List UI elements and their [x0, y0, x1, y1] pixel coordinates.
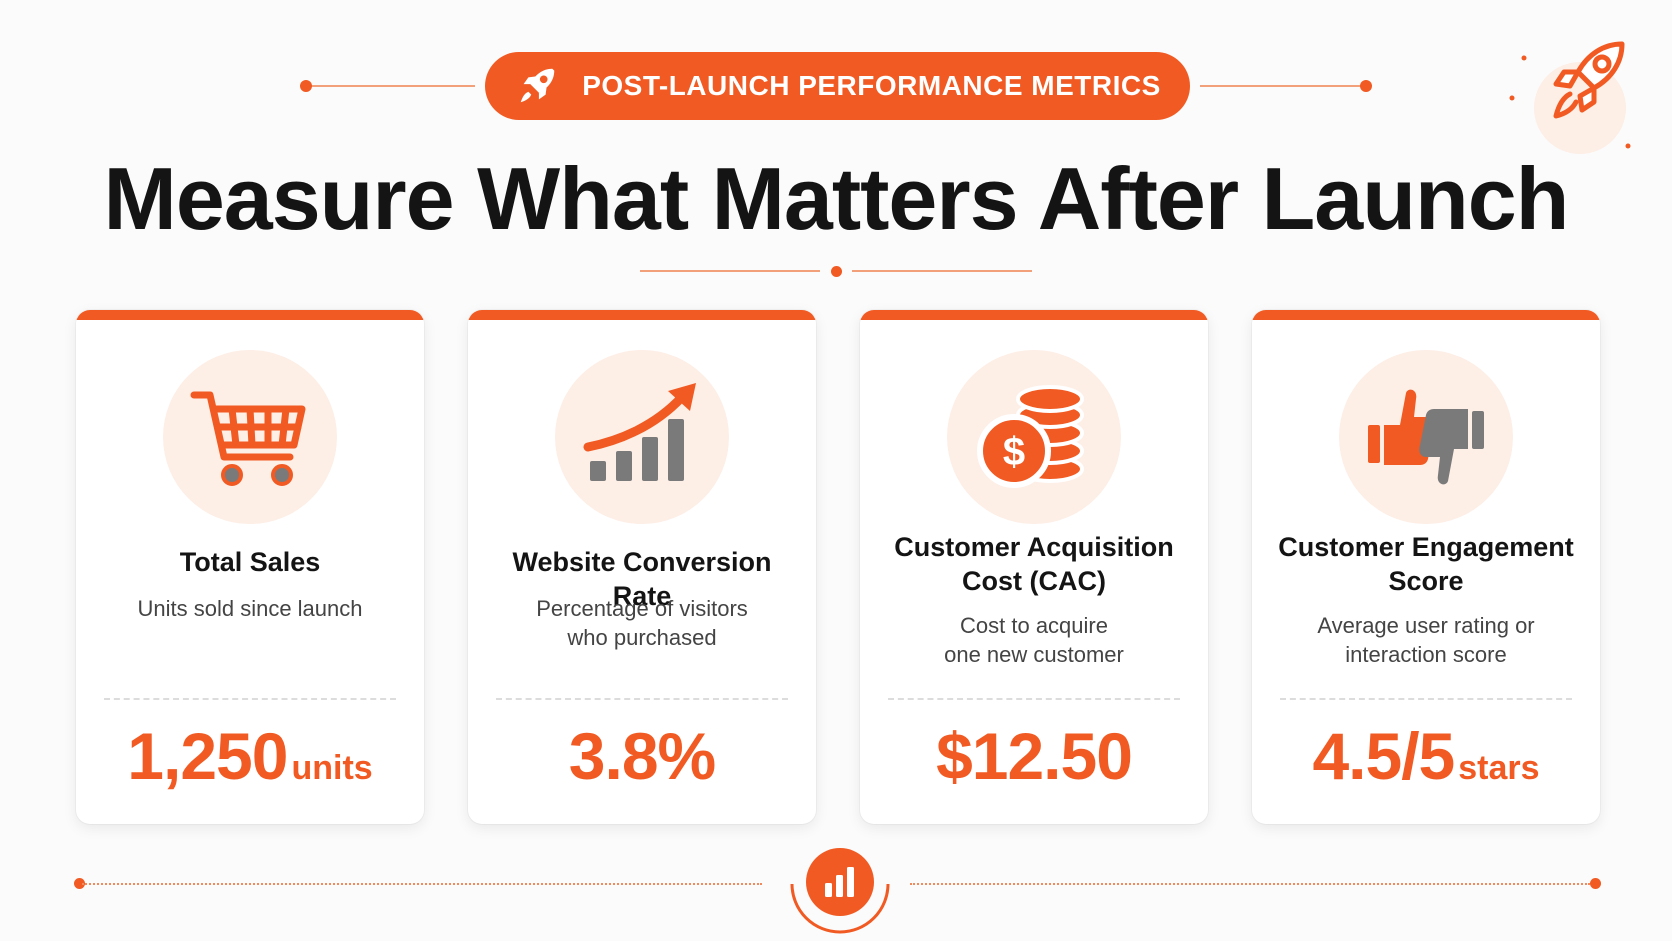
header-badge-label: POST-LAUNCH PERFORMANCE METRICS	[582, 70, 1161, 101]
card-title: Website Conversion Rate	[512, 547, 772, 611]
card-title-block: Customer Engagement Score	[1264, 530, 1588, 598]
header-badge-row: POST-LAUNCH PERFORMANCE METRICS	[0, 52, 1672, 120]
card-icon-circle	[163, 350, 337, 524]
card-description-line: Cost to acquire	[960, 613, 1108, 638]
metric-cards: Total Sales Units sold since launch 1,25…	[76, 310, 1600, 824]
metric-card-engagement: Customer Engagement Score Average user r…	[1252, 310, 1600, 824]
card-value-unit: stars	[1458, 749, 1540, 787]
card-divider	[888, 698, 1180, 700]
title-dot	[831, 266, 842, 277]
footer-badge	[806, 848, 874, 916]
footer-arc	[790, 883, 890, 934]
card-value-number: 3.8%	[568, 719, 716, 793]
card-title-line: Cost (CAC)	[962, 566, 1106, 596]
card-value-number: $12.50	[936, 719, 1133, 793]
page-title: Measure What Matters After Launch	[103, 149, 1570, 248]
footer-rule-left	[82, 883, 762, 885]
header-dot-left	[300, 80, 312, 92]
card-accent-bar	[76, 310, 424, 320]
shopping-cart-icon	[190, 391, 306, 486]
card-description-line: interaction score	[1345, 642, 1507, 667]
card-icon-circle	[1339, 350, 1513, 524]
rocket-icon	[1509, 41, 1631, 154]
card-value-number: 1,250	[127, 719, 288, 793]
growth-chart-icon	[583, 383, 696, 481]
card-icon-circle: $	[947, 350, 1121, 524]
card-value: 4.5/5 stars	[1252, 718, 1600, 794]
header-rule-left	[310, 85, 475, 87]
footer-dot-right	[1590, 878, 1601, 889]
rocket-icon	[520, 68, 555, 103]
title-rule-right	[852, 270, 1032, 272]
card-title-line: Customer Engagement	[1278, 532, 1574, 562]
header-dot-right	[1360, 80, 1372, 92]
card-accent-bar	[860, 310, 1208, 320]
metric-card-conversion-rate: Website Conversion Rate Percentage of vi…	[468, 310, 816, 824]
card-title: Total Sales	[179, 547, 321, 577]
header-badge: POST-LAUNCH PERFORMANCE METRICS	[485, 52, 1190, 120]
metric-card-cac: $ Customer Acquisition Cost (CAC) Cost t…	[860, 310, 1208, 824]
card-value-unit: units	[291, 749, 373, 787]
card-description: Cost to acquire one new customer	[872, 611, 1196, 669]
card-icon-circle	[555, 350, 729, 524]
card-value-number: 4.5/5	[1312, 719, 1455, 793]
card-accent-bar	[1252, 310, 1600, 320]
card-value: 3.8%	[468, 718, 816, 794]
card-description-line: Units sold since launch	[137, 596, 363, 621]
coins-dollar-icon: $	[977, 385, 1084, 488]
svg-text:$: $	[1003, 430, 1025, 474]
header-rule-right	[1200, 85, 1365, 87]
card-title-line: Score	[1388, 566, 1464, 596]
card-value: 1,250 units	[76, 718, 424, 794]
card-description: Average user rating or interaction score	[1264, 611, 1588, 669]
card-divider	[104, 698, 396, 700]
card-title-block: Website Conversion Rate	[480, 545, 804, 613]
bar-chart-icon	[825, 867, 854, 897]
card-description-line: one new customer	[944, 642, 1124, 667]
card-description: Percentage of visitors who purchased	[480, 594, 804, 652]
card-description: Units sold since launch	[88, 594, 412, 623]
card-title-block: Customer Acquisition Cost (CAC)	[872, 530, 1196, 598]
card-value: $12.50	[860, 718, 1208, 794]
footer-dot-left	[74, 878, 85, 889]
card-title-block: Total Sales	[88, 545, 412, 579]
card-divider	[1280, 698, 1572, 700]
metric-card-total-sales: Total Sales Units sold since launch 1,25…	[76, 310, 424, 824]
card-accent-bar	[468, 310, 816, 320]
footer-rule-right	[910, 883, 1590, 885]
title-rule-left	[640, 270, 820, 272]
card-divider	[496, 698, 788, 700]
card-description-line: Percentage of visitors	[536, 596, 748, 621]
card-description-line: who purchased	[567, 625, 717, 650]
card-title-line: Customer Acquisition	[894, 532, 1174, 562]
thumbs-up-down-icon	[1368, 389, 1484, 485]
card-description-line: Average user rating or	[1317, 613, 1535, 638]
